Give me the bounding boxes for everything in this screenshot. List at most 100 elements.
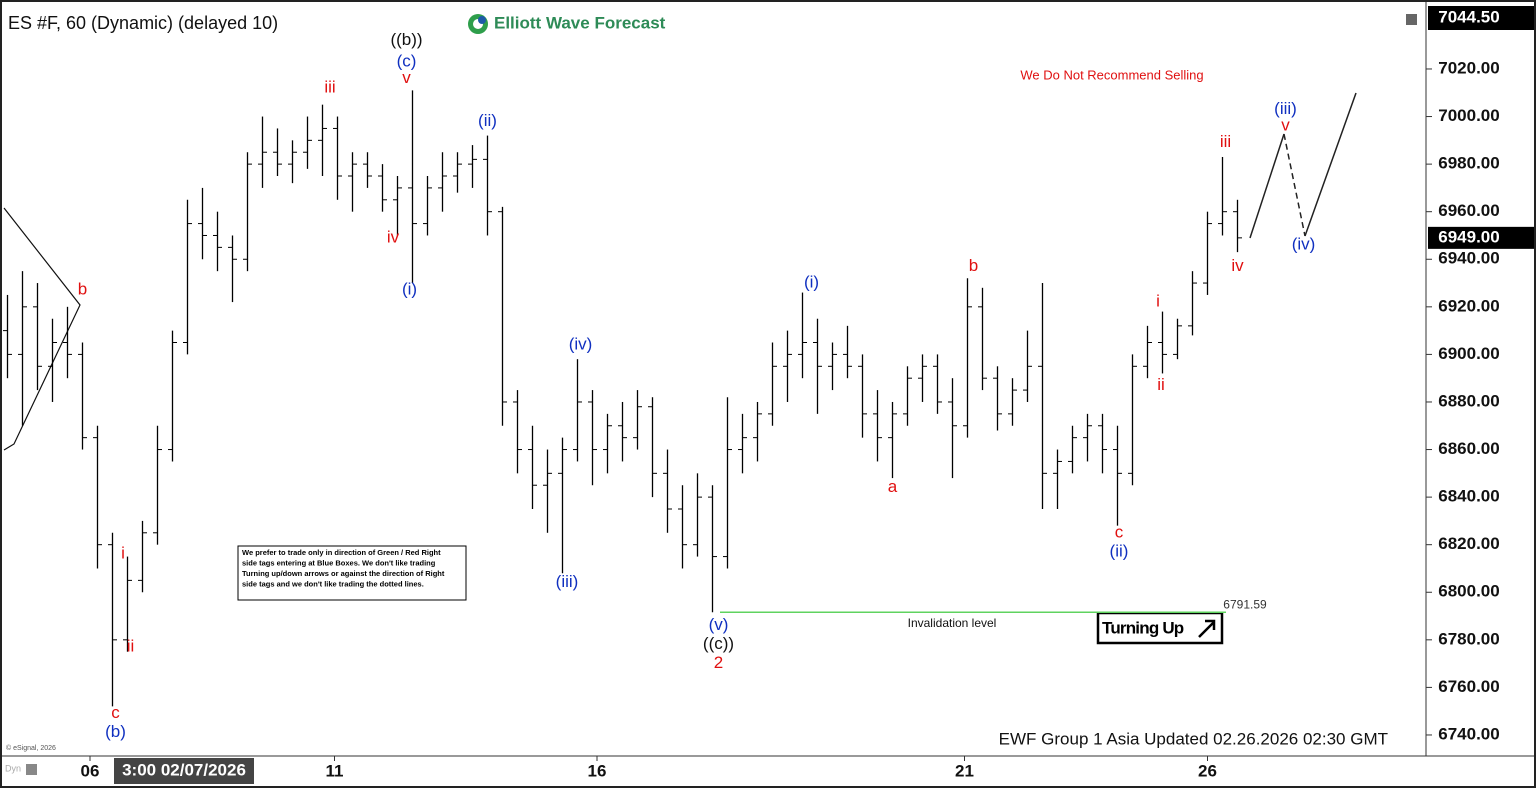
wave-label: ii [127, 636, 135, 655]
y-tick-label: 7000.00 [1438, 106, 1499, 125]
y-tick-label: 6980.00 [1438, 154, 1499, 173]
wave-label: (v) [709, 615, 729, 634]
wave-label: iii [1220, 132, 1231, 151]
price-bar [213, 211, 222, 272]
price-bar [78, 342, 87, 450]
price-bar [528, 425, 537, 510]
price-bar [573, 359, 582, 462]
price-bar [723, 397, 732, 569]
wave-label: (iii) [556, 572, 579, 591]
price-bar [228, 235, 237, 303]
price-bar [123, 556, 132, 652]
price-bar [408, 90, 417, 284]
copyright: © eSignal, 2026 [6, 744, 56, 752]
note-line: We prefer to trade only in direction of … [242, 548, 441, 557]
price-bar [903, 366, 912, 426]
price-bar [663, 449, 672, 533]
wave-label: ((b)) [390, 30, 422, 49]
price-bar [33, 283, 42, 391]
price-bar [1053, 449, 1062, 510]
price-bar [513, 390, 522, 474]
price-bar [843, 325, 852, 379]
y-tick-label: 6920.00 [1438, 296, 1499, 315]
price-bar [918, 354, 927, 402]
price-bar [258, 116, 267, 188]
wave-label: 2 [714, 653, 723, 672]
price-bar [138, 520, 147, 593]
price-bar [468, 145, 477, 188]
note-line: Turning up/down arrows or against the di… [242, 569, 445, 578]
price-bar [168, 330, 177, 462]
warning: We Do Not Recommend Selling [1020, 67, 1203, 82]
price-bar [1173, 318, 1182, 360]
price-bar [243, 152, 252, 272]
wave-label: iv [387, 227, 400, 246]
y-tick-label: 6900.00 [1438, 344, 1499, 363]
price-bar [438, 152, 447, 212]
logo-icon [478, 16, 486, 24]
wave-label: a [888, 477, 898, 496]
wave-label: (iv) [1292, 234, 1316, 253]
price-bar [303, 116, 312, 169]
wave-label: (iv) [569, 334, 593, 353]
price-bar [1143, 325, 1152, 379]
price-bar [393, 176, 402, 236]
dyn-icon [26, 764, 37, 775]
wave-label: (i) [402, 280, 417, 299]
price-bar [378, 164, 387, 212]
note-box [237, 545, 467, 601]
wave-label: iv [1231, 256, 1244, 275]
price-bar [363, 152, 372, 188]
top-price-box [1428, 6, 1534, 30]
y-tick-label: 6880.00 [1438, 391, 1499, 410]
wave-label: c [1115, 522, 1124, 541]
price-bar [828, 342, 837, 391]
projection [1283, 133, 1306, 237]
price-bar [63, 306, 72, 379]
y-tick-label: 6800.00 [1438, 582, 1499, 601]
y-tick-label: 7020.00 [1438, 58, 1499, 77]
price-bar [1083, 413, 1092, 462]
price-bar [1188, 271, 1197, 336]
x-tick-label: 16 [588, 761, 607, 780]
y-tick-label: 6960.00 [1438, 201, 1499, 220]
price-bar [633, 390, 642, 450]
settings-icon[interactable] [1406, 14, 1417, 25]
last-price-box [1428, 226, 1534, 249]
price-bar [1038, 283, 1047, 510]
y-tick-label: 6820.00 [1438, 534, 1499, 553]
price-bar [543, 449, 552, 533]
price-bar [453, 152, 462, 193]
price-bar [648, 397, 657, 498]
wave-label: (ii) [478, 111, 497, 130]
price-bar [933, 354, 942, 414]
invalidation-label: Invalidation level [908, 616, 997, 630]
price-bar [948, 378, 957, 479]
price-bar [1008, 378, 1017, 426]
wave-label: (c) [397, 51, 417, 70]
price-bar [813, 318, 822, 414]
price-bar [318, 104, 327, 177]
price-bar [1233, 199, 1242, 253]
price-bar [873, 390, 882, 462]
price-bar [348, 152, 357, 212]
price-bar [1158, 311, 1167, 374]
price-bar [993, 366, 1002, 431]
price-bar [1203, 211, 1212, 295]
invalidation-price: 6791.59 [1223, 597, 1267, 611]
price-bar [273, 128, 282, 177]
logo-text: Elliott Wave Forecast [494, 13, 666, 32]
wave-label: v [1281, 116, 1290, 135]
price-bar [1113, 425, 1122, 526]
y-tick-label: 6740.00 [1438, 724, 1499, 743]
triangle [3, 207, 81, 451]
last-price-label: 6949.00 [1438, 227, 1499, 246]
price-bar [108, 532, 117, 707]
price-bar [3, 294, 12, 379]
note-line: side tags entering at Blue Boxes. We don… [242, 558, 436, 567]
price-bar [1218, 156, 1227, 236]
price-bar [93, 425, 102, 569]
wave-label: c [111, 703, 120, 722]
y-tick-label: 6840.00 [1438, 487, 1499, 506]
